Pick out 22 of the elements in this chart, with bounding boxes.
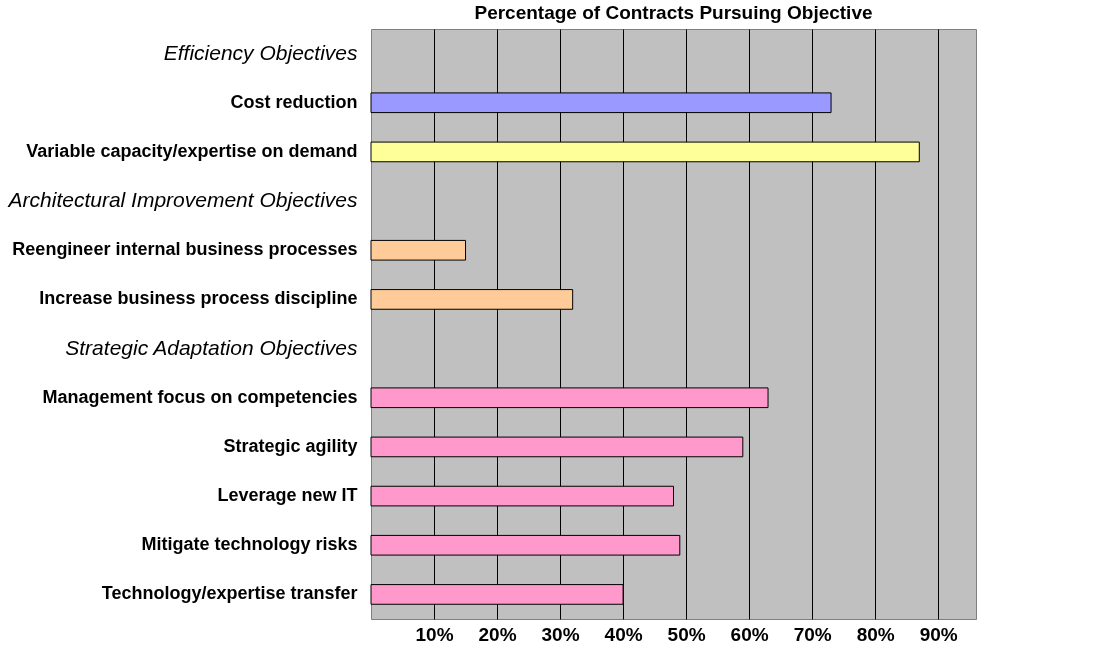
y-tick-label: Strategic agility [223,435,358,456]
y-tick-label: Strategic Adaptation Objectives [65,335,358,359]
x-tick-label: 70% [793,623,832,645]
y-tick-label: Increase business process discipline [39,288,358,309]
x-tick-label: 40% [604,623,643,645]
x-tick-label: 20% [478,623,517,645]
y-tick-label: Leverage new IT [217,485,358,506]
x-tick-label: 80% [856,623,895,645]
y-tick-label: Architectural Improvement Objectives [6,188,358,212]
x-tick-label: 10% [415,623,454,645]
y-tick-label: Management focus on competencies [42,386,358,407]
y-tick-label: Variable capacity/expertise on demand [26,140,358,161]
y-tick-label: Reengineer internal business processes [12,239,358,260]
y-tick-label: Mitigate technology risks [141,534,358,555]
y-tick-label: Efficiency Objectives [163,40,358,64]
y-tick-label: Technology/expertise transfer [101,583,358,604]
x-tick-label: 60% [730,623,769,645]
x-tick-label: 30% [541,623,580,645]
x-tick-label: 90% [919,623,958,645]
chart-title: Percentage of Contracts Pursuing Objective [474,2,873,23]
x-tick-label: 50% [667,623,706,645]
y-tick-label: Cost reduction [230,91,358,112]
